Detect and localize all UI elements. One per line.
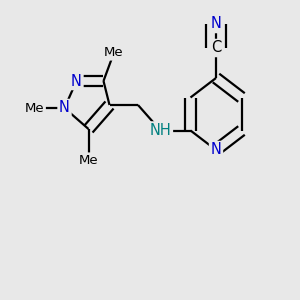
Text: Me: Me (79, 154, 98, 167)
Text: N: N (211, 16, 221, 32)
Text: N: N (71, 74, 82, 88)
Text: Me: Me (25, 101, 44, 115)
Text: N: N (211, 142, 221, 158)
Text: NH: NH (150, 123, 171, 138)
Text: Me: Me (104, 46, 124, 59)
Text: C: C (211, 40, 221, 56)
Text: N: N (59, 100, 70, 116)
